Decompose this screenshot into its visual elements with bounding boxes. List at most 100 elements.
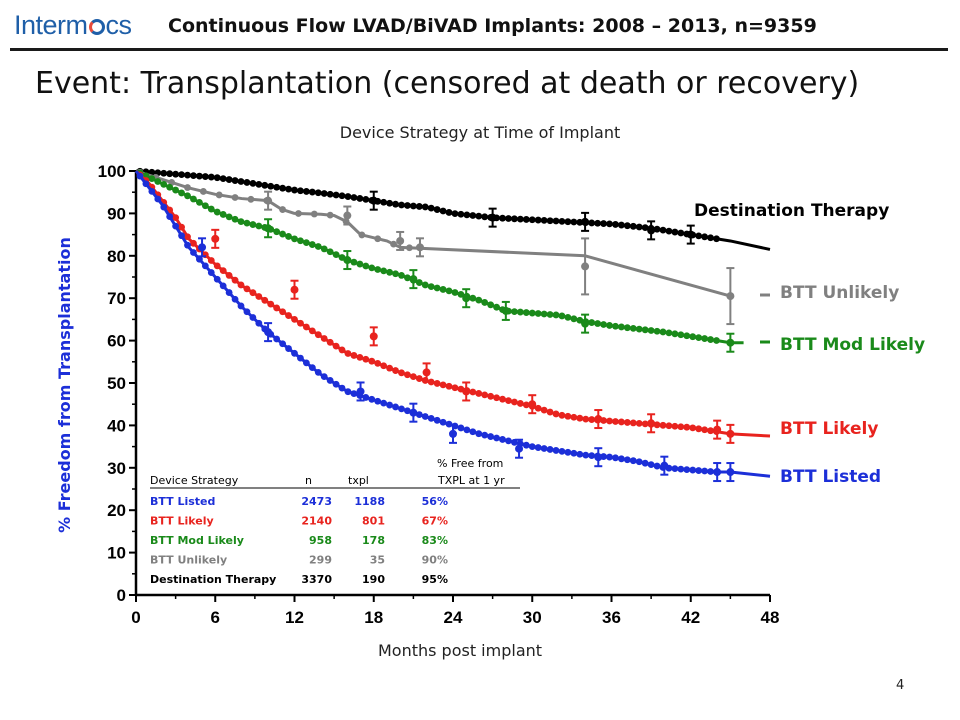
censor-point [534, 310, 542, 317]
censor-point [671, 465, 679, 473]
censor-point [594, 320, 602, 327]
x-tick-label: 0 [131, 608, 140, 627]
censor-point [160, 180, 168, 188]
censor-point [415, 203, 423, 210]
table-cell-n: 2140 [301, 515, 332, 528]
censor-point [713, 235, 720, 243]
censor-point [184, 233, 191, 241]
censor-point [255, 319, 263, 327]
censor-point [350, 258, 358, 266]
censor-point [314, 369, 322, 376]
censor-point [433, 416, 441, 424]
censor-point [653, 421, 661, 429]
censor-point [392, 403, 399, 411]
y-tick-label: 80 [107, 247, 126, 266]
censor-point [225, 289, 233, 296]
censor-point [618, 418, 625, 426]
censor-point [338, 192, 346, 200]
censor-point [326, 248, 334, 256]
error-point [488, 213, 497, 222]
censor-point [291, 235, 298, 243]
censor-point [552, 447, 560, 454]
censor-point [160, 203, 168, 211]
censor-point [457, 290, 465, 298]
error-point [449, 429, 457, 438]
censor-point [302, 239, 310, 247]
censor-point [457, 424, 465, 432]
censor-point [576, 450, 584, 458]
censor-point [326, 190, 334, 198]
censor-point [215, 191, 223, 199]
series-unlikely [135, 168, 735, 326]
censor-point [647, 461, 655, 469]
page-number: 4 [896, 678, 905, 693]
censor-point [576, 414, 584, 422]
censor-point [273, 228, 281, 236]
y-tick-label: 70 [107, 289, 126, 308]
censor-point [166, 170, 174, 178]
censor-point [267, 300, 275, 308]
censor-point [332, 191, 340, 199]
censor-point [671, 330, 679, 338]
censor-point [314, 243, 322, 250]
error-point [713, 425, 722, 434]
x-tick-label: 48 [761, 608, 780, 627]
censor-point [475, 430, 483, 438]
censor-point [398, 272, 405, 279]
censor-point [564, 412, 572, 420]
censor-point [641, 326, 649, 334]
censor-point [285, 345, 292, 352]
series-label-dt: Destination Therapy [694, 201, 889, 221]
censor-point [136, 172, 144, 180]
x-tick-label: 12 [285, 608, 304, 627]
censor-point [671, 422, 679, 430]
censor-point [612, 221, 619, 228]
censor-point [588, 416, 596, 423]
censor-point [463, 426, 471, 434]
censor-point [190, 239, 197, 247]
censor-point [362, 196, 370, 203]
censor-point [511, 398, 518, 406]
x-tick-label: 36 [602, 608, 621, 627]
censor-point [677, 465, 685, 473]
series-label-mod: BTT Mod Likely [780, 335, 925, 355]
y-tick-label: 20 [107, 501, 126, 520]
table-cell-strategy: BTT Listed [150, 495, 215, 508]
censor-point [641, 224, 649, 232]
x-tick-label: 6 [211, 608, 220, 627]
censor-point [279, 340, 287, 348]
censor-point [683, 466, 691, 474]
censor-point [225, 213, 233, 221]
table-header-top: % Free from [437, 457, 503, 470]
censor-point [362, 394, 370, 401]
censor-point [481, 299, 489, 306]
censor-point [707, 336, 714, 343]
censor-point [261, 296, 269, 304]
chart-title: Device Strategy at Time of Implant [340, 123, 620, 142]
censor-point [659, 226, 667, 234]
logo-text-a: Interm [14, 10, 88, 40]
table-cell-txpl: 1188 [354, 495, 385, 508]
x-tick-label: 30 [523, 608, 542, 627]
censor-point [219, 267, 227, 275]
censor-point [231, 177, 239, 184]
censor-point [243, 219, 251, 227]
x-tick-label: 24 [444, 608, 463, 627]
table-cell-strategy: Destination Therapy [150, 573, 276, 586]
censor-point [451, 289, 459, 296]
censor-point [314, 189, 322, 197]
error-point [686, 230, 695, 239]
censor-point [701, 335, 709, 342]
censor-point [558, 447, 566, 455]
censor-point [172, 222, 180, 230]
censor-point [279, 206, 287, 213]
censor-point [190, 172, 197, 180]
censor-point [623, 324, 631, 332]
censor-point [499, 436, 506, 443]
censor-point [487, 433, 495, 440]
censor-point [433, 206, 441, 213]
censor-point [243, 179, 251, 186]
censor-point [374, 235, 382, 243]
intermacs-logo: Interm cs [14, 10, 132, 41]
